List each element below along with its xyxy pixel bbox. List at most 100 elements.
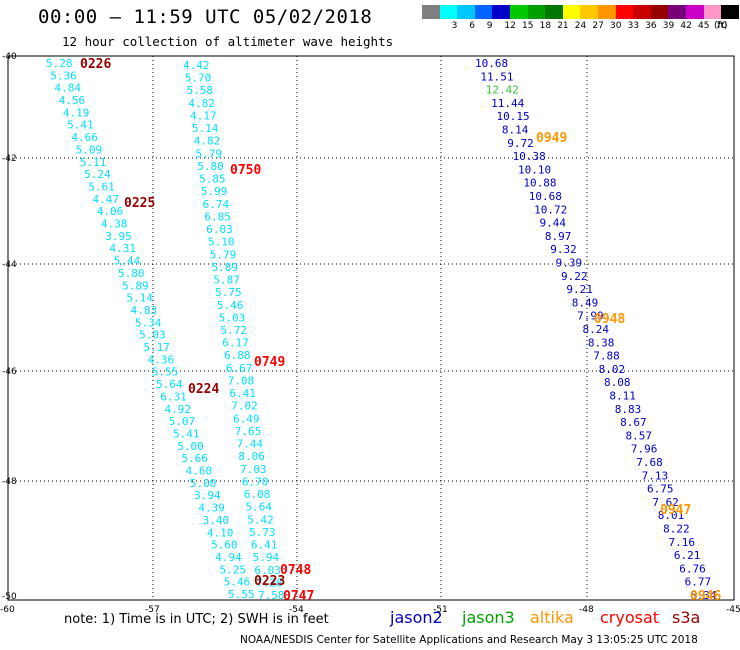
wave-height-value: 4.92: [165, 403, 192, 416]
color-bin: [562, 5, 581, 19]
color-bin-label: 21: [557, 21, 569, 31]
color-bin-label: 9: [486, 21, 493, 31]
color-bin: [650, 5, 669, 19]
color-bin: [685, 5, 704, 19]
wave-height-value: 5.75: [215, 286, 242, 299]
pass-time-label: 0946: [690, 589, 721, 604]
wave-height-value: 5.73: [249, 526, 275, 539]
wave-height-value: 10.72: [534, 203, 567, 216]
color-bin-label: 6: [469, 21, 475, 31]
wave-height-value: 8.11: [609, 390, 636, 403]
color-bin-label: 36: [645, 21, 657, 31]
longitude-label: -51: [433, 605, 448, 615]
wave-height-value: 7.16: [669, 536, 696, 549]
color-bin: [474, 5, 493, 19]
wave-height-value: 5.00: [190, 477, 217, 490]
latitude-label: -46: [2, 367, 17, 377]
legend-s3a: s3a: [672, 608, 701, 627]
map-title: 00:00 – 11:59 UTC 05/02/2018: [38, 6, 373, 28]
wave-height-value: 4.17: [190, 109, 217, 122]
wave-height-value: 5.79: [196, 147, 223, 160]
longitude-label: -54: [289, 605, 304, 615]
wave-height-value: 5.03: [219, 311, 246, 324]
wave-height-value: 6.34: [690, 589, 717, 602]
wave-height-value: 6.88: [224, 349, 251, 362]
pass-time-label: 0224: [188, 382, 219, 397]
wave-height-value: 5.00: [177, 440, 204, 453]
wave-height-value: 4.31: [109, 242, 136, 255]
wave-height-value: 5.36: [50, 69, 77, 82]
wave-height-value: 8.49: [572, 296, 599, 309]
color-bin-label: 27: [592, 21, 604, 31]
wave-height-value: 5.55: [228, 588, 255, 601]
wave-height-value: 11.51: [480, 70, 513, 83]
wave-height-value: 9.22: [561, 270, 588, 283]
longitude-label: -48: [579, 605, 594, 615]
color-bin: [545, 5, 563, 19]
wave-height-value: 5.44: [114, 255, 141, 268]
wave-height-value: 5.42: [247, 513, 273, 526]
wave-height-value: 3.95: [105, 230, 132, 243]
wave-height-value: 8.24: [583, 323, 610, 336]
wave-height-value: 4.06: [97, 205, 124, 218]
wave-height-value: 6.08: [244, 488, 271, 501]
wave-height-value: 6.03: [254, 564, 281, 577]
wave-height-value: 8.02: [599, 363, 626, 376]
wave-height-value: 5.11: [80, 156, 107, 169]
wave-height-value: 5.79: [210, 248, 237, 261]
wave-height-value: 7.62: [652, 496, 679, 509]
wave-height-value: 6.17: [222, 337, 249, 350]
wave-height-value: 5.28: [46, 57, 73, 70]
wave-height-value: 4.10: [207, 526, 234, 539]
unit-label: (ft): [714, 21, 728, 31]
wave-height-value: 5.89: [122, 279, 148, 292]
wave-height-value: 7.03: [240, 463, 267, 476]
wave-height-value: 7.58: [258, 589, 285, 602]
wave-height-value: 4.56: [59, 94, 86, 107]
color-bin-label: 24: [574, 21, 587, 31]
wave-height-value: 8.08: [604, 376, 631, 389]
wave-height-value: 7.99: [577, 310, 604, 323]
latitude-label: -40: [2, 52, 17, 62]
color-bin-label: 39: [662, 21, 675, 31]
color-bin-label: 45: [698, 21, 710, 31]
wave-height-value: 10.88: [523, 177, 556, 190]
wave-height-value: 8.06: [238, 450, 265, 463]
longitude-label: -45: [726, 605, 740, 615]
wave-height-value: 7.08: [228, 374, 255, 387]
longitude-label: -57: [145, 605, 160, 615]
wave-height-value: 5.72: [221, 324, 248, 337]
wave-height-value: 7.44: [237, 438, 264, 451]
wave-height-value: 8.97: [545, 230, 572, 243]
wave-height-value: 5.24: [84, 168, 111, 181]
color-bin-label: 42: [680, 21, 692, 31]
wave-height-value: 3.94: [194, 489, 221, 502]
pass-time-label: 0750: [230, 163, 261, 178]
wave-height-value: 5.41: [67, 119, 94, 132]
wave-height-value: 5.64: [156, 378, 183, 391]
color-bin-label: 12: [504, 21, 516, 31]
wave-height-value: 10.68: [529, 190, 562, 203]
wave-height-value: 9.21: [566, 283, 593, 296]
color-bin-label: 3: [451, 21, 458, 31]
wave-height-value: 5.17: [143, 341, 170, 354]
wave-height-value: 8.38: [588, 336, 615, 349]
wave-height-value: 9.39: [556, 257, 583, 270]
wave-height-value: 5.34: [135, 316, 162, 329]
wave-height-value: 5.89: [212, 261, 239, 274]
color-bin-label: 70: [715, 21, 728, 31]
wave-height-value: 6.67: [226, 362, 253, 375]
color-bin: [721, 5, 739, 19]
wave-height-value: 5.87: [213, 274, 240, 287]
wave-height-value: 5.46: [224, 576, 251, 589]
pass-time-label: 0747: [283, 589, 314, 604]
pass-time-label: 0226: [80, 57, 111, 72]
legend-jason3: jason3: [462, 608, 515, 627]
pass-time-label: 0748: [280, 563, 311, 578]
wave-height-value: 4.47: [93, 193, 120, 206]
note-text: note: 1) Time is in UTC; 2) SWH is in fe…: [64, 612, 329, 627]
wave-height-value: 7.28: [256, 576, 283, 589]
color-bin-label: 33: [627, 21, 640, 31]
color-bin: [422, 5, 440, 19]
